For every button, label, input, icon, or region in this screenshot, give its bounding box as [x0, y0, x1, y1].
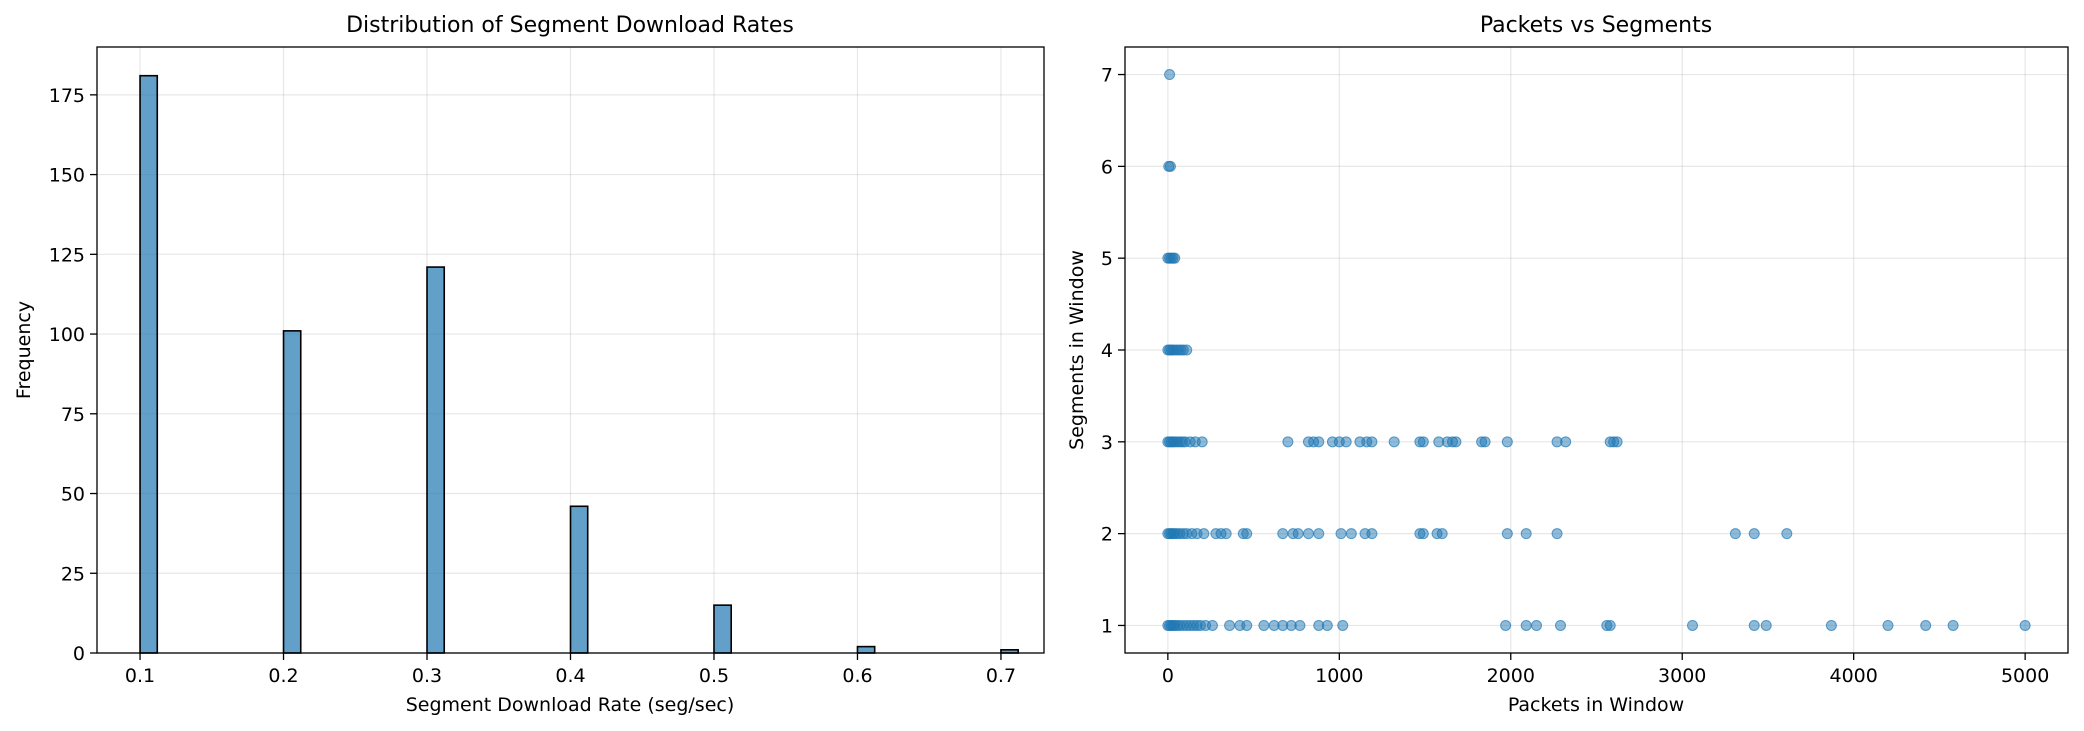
scatter-point — [1340, 436, 1352, 448]
scatter-point — [1196, 436, 1208, 448]
histogram-bar — [139, 74, 159, 654]
scatter-x-tick-label: 2000 — [1487, 665, 1535, 687]
scatter-point — [1241, 619, 1253, 631]
scatter-point — [1224, 619, 1236, 631]
scatter-point — [1292, 528, 1304, 540]
scatter-point — [1748, 528, 1760, 540]
histogram-y-tick-label: 25 — [61, 563, 85, 585]
scatter-point — [1825, 619, 1837, 631]
scatter-point — [1947, 619, 1959, 631]
scatter-point — [1198, 528, 1210, 540]
histogram-y-tick-label: 125 — [49, 244, 85, 266]
histogram-y-tick-label: 75 — [61, 404, 85, 426]
scatter-x-tick-label: 4000 — [1830, 665, 1878, 687]
scatter-point — [1781, 528, 1793, 540]
scatter-point — [1388, 436, 1400, 448]
scatter-point — [1321, 619, 1333, 631]
histogram-x-tick-label: 0.7 — [986, 665, 1016, 687]
scatter-point — [1258, 619, 1270, 631]
histogram-bar — [713, 604, 733, 654]
histogram-x-tick-label: 0.4 — [555, 665, 585, 687]
scatter-point — [1520, 619, 1532, 631]
scatter-point — [1920, 619, 1932, 631]
scatter-chart: Packets vs Segments 0 1000 2000 3000 4000 500… — [1066, 13, 2069, 716]
scatter-point — [1206, 619, 1218, 631]
histogram-bar — [426, 266, 446, 654]
histogram-y-axis-label: Frequency — [13, 301, 35, 399]
scatter-point — [1520, 528, 1532, 540]
scatter-y-tick-label: 6 — [1101, 156, 1113, 178]
histogram-y-tick-label: 50 — [61, 484, 85, 506]
scatter-x-tick-label: 3000 — [1658, 665, 1706, 687]
scatter-point — [1169, 252, 1181, 264]
scatter-y-tick-label: 4 — [1101, 340, 1113, 362]
scatter-point — [1687, 619, 1699, 631]
scatter-point — [1345, 528, 1357, 540]
scatter-point — [1164, 160, 1176, 172]
histogram-bar — [856, 645, 876, 654]
scatter-point — [1500, 619, 1512, 631]
scatter-y-tick-label: 5 — [1101, 248, 1113, 270]
scatter-point — [1282, 436, 1294, 448]
scatter-point — [1479, 436, 1491, 448]
histogram-bar — [282, 330, 302, 654]
scatter-point — [1417, 436, 1429, 448]
scatter-point — [1313, 436, 1325, 448]
scatter-y-tick-label: 2 — [1101, 524, 1113, 546]
histogram-y-tick-label: 150 — [49, 165, 85, 187]
scatter-x-axis-label: Packets in Window — [1508, 694, 1684, 716]
scatter-point — [1501, 528, 1513, 540]
scatter-point — [1241, 528, 1253, 540]
scatter-point — [2019, 619, 2031, 631]
scatter-x-tick-label: 1000 — [1315, 665, 1363, 687]
scatter-point — [1313, 528, 1325, 540]
scatter-point — [1551, 528, 1563, 540]
scatter-y-tick-label: 7 — [1101, 65, 1113, 87]
histogram-x-tick-label: 0.6 — [842, 665, 872, 687]
histogram-chart: Distribution of Segment Download Rates 0… — [13, 13, 1045, 716]
scatter-point — [1366, 528, 1378, 540]
scatter-point — [1417, 528, 1429, 540]
histogram-bar — [569, 505, 589, 654]
scatter-point — [1302, 528, 1314, 540]
histogram-x-tick-label: 0.3 — [412, 665, 442, 687]
scatter-point — [1530, 619, 1542, 631]
scatter-x-tick-label: 0 — [1162, 665, 1174, 687]
scatter-point — [1436, 528, 1448, 540]
scatter-point — [1220, 528, 1232, 540]
scatter-point — [1450, 436, 1462, 448]
scatter-y-axis-label: Segments in Window — [1066, 250, 1088, 450]
scatter-point — [1560, 436, 1572, 448]
scatter-point — [1604, 619, 1616, 631]
scatter-point — [1501, 436, 1513, 448]
scatter-point — [1181, 344, 1193, 356]
scatter-point — [1335, 528, 1347, 540]
scatter-x-tick-label: 5000 — [2001, 665, 2049, 687]
histogram-x-tick-label: 0.1 — [125, 665, 155, 687]
histogram-y-tick-label: 175 — [49, 85, 85, 107]
histogram-y-tick-label: 100 — [49, 324, 85, 346]
scatter-point — [1164, 69, 1176, 81]
histogram-y-tick-label: 0 — [73, 643, 85, 665]
scatter-point — [1554, 619, 1566, 631]
histogram-x-tick-label: 0.5 — [699, 665, 729, 687]
scatter-point — [1882, 619, 1894, 631]
scatter-point — [1366, 436, 1378, 448]
histogram-x-tick-label: 0.2 — [268, 665, 298, 687]
scatter-point — [1611, 436, 1623, 448]
scatter-point — [1277, 528, 1289, 540]
scatter-point — [1760, 619, 1772, 631]
histogram-x-axis-label: Segment Download Rate (seg/sec) — [406, 694, 735, 716]
scatter-title: Packets vs Segments — [1480, 13, 1712, 38]
scatter-point — [1294, 619, 1306, 631]
scatter-point — [1337, 619, 1349, 631]
scatter-point — [1729, 528, 1741, 540]
scatter-y-tick-label: 3 — [1101, 432, 1113, 454]
scatter-y-tick-label: 1 — [1101, 615, 1113, 637]
histogram-title: Distribution of Segment Download Rates — [346, 13, 794, 38]
scatter-point — [1748, 619, 1760, 631]
